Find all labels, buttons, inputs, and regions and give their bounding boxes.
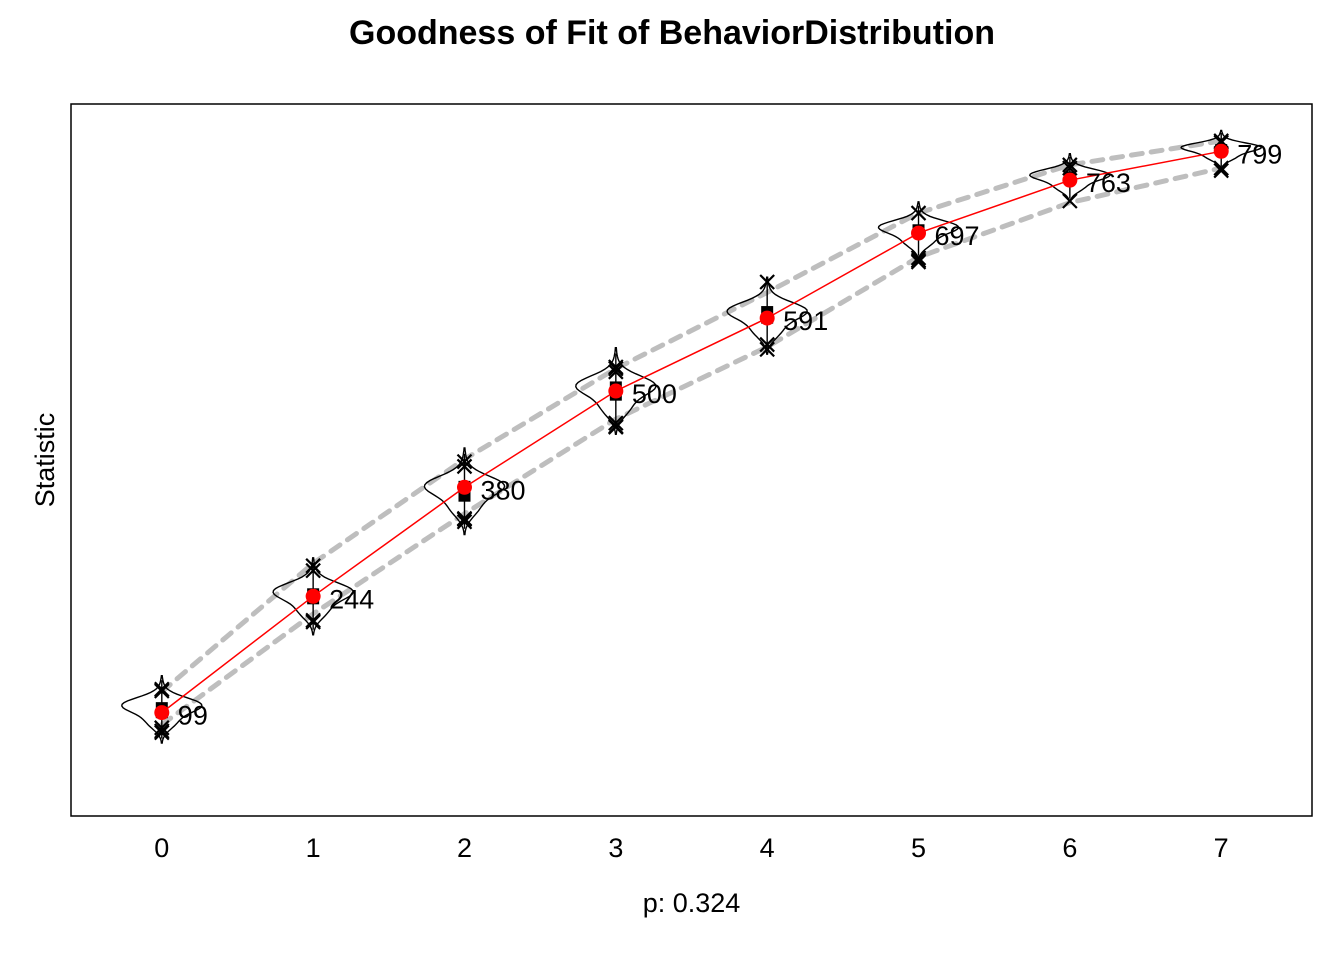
value-labels-layer: 99 244 380 500 591 697 763 799 (178, 139, 1282, 730)
observed-point (1062, 172, 1078, 188)
value-label: 99 (178, 701, 208, 731)
extreme-marker (608, 415, 624, 431)
x-tick-label: 6 (1062, 833, 1077, 863)
x-axis-label: p: 0.324 (643, 888, 741, 918)
x-axis: 0 1 2 3 4 5 6 7 (154, 833, 1228, 863)
extreme-marker (608, 359, 624, 375)
extreme-marker (910, 205, 927, 221)
extreme-marker (1213, 160, 1229, 176)
value-label: 380 (480, 475, 525, 505)
extreme-marker (759, 336, 775, 353)
observed-line (161, 150, 1222, 714)
extreme-marker (305, 558, 321, 574)
extreme-marker (759, 341, 775, 358)
value-label: 500 (632, 379, 677, 409)
extreme-marker (154, 681, 170, 698)
x-tick-label: 2 (457, 833, 472, 863)
observed-series-layer (154, 143, 1229, 721)
observed-point (911, 225, 927, 241)
extreme-marker (154, 723, 170, 739)
extreme-marker (1062, 160, 1078, 176)
simulation-band-layer (159, 138, 1224, 728)
x-tick-label: 1 (306, 833, 321, 863)
band-lower-line (159, 165, 1224, 728)
observed-point (759, 310, 775, 326)
observed-point (1213, 143, 1229, 159)
observed-point (154, 705, 170, 721)
band-upper-line (159, 138, 1224, 695)
value-label: 799 (1237, 139, 1282, 169)
extreme-markers-layer (154, 133, 1229, 741)
extreme-marker (608, 419, 624, 435)
extreme-marker (759, 274, 775, 290)
observed-point (456, 479, 472, 495)
extreme-marker (1062, 157, 1078, 173)
extreme-marker (910, 254, 927, 270)
extreme-marker (1062, 193, 1078, 209)
violin-shape (272, 557, 354, 636)
violin-shape (423, 447, 506, 536)
y-axis-label: Statistic (30, 413, 60, 508)
x-tick-label: 0 (154, 833, 169, 863)
x-tick-label: 4 (760, 833, 775, 863)
plot-frame (70, 103, 1313, 817)
value-label: 244 (329, 584, 374, 614)
extreme-marker (305, 612, 321, 629)
extreme-marker (456, 453, 473, 470)
extreme-marker (608, 360, 624, 377)
extreme-marker (154, 683, 170, 699)
chart-title: Goodness of Fit of BehaviorDistribution (349, 14, 995, 52)
value-label: 763 (1086, 168, 1131, 198)
violin-shape (121, 675, 203, 744)
violin-shape (877, 201, 960, 261)
extreme-marker (1213, 162, 1229, 179)
extreme-marker (154, 724, 170, 741)
extreme-marker (305, 614, 321, 630)
violin-layer (121, 129, 1263, 744)
extreme-marker (456, 511, 473, 528)
x-tick-label: 7 (1214, 833, 1229, 863)
violin-shape (1180, 129, 1263, 170)
extreme-marker (910, 250, 927, 266)
x-tick-label: 5 (911, 833, 926, 863)
extreme-marker (305, 562, 321, 579)
observed-point (305, 588, 321, 604)
extreme-marker (910, 252, 927, 269)
violin-shape (726, 276, 808, 355)
observed-point (608, 383, 624, 399)
value-label: 591 (783, 306, 828, 336)
violin-shape (575, 347, 657, 435)
extreme-marker (456, 458, 473, 475)
x-tick-label: 3 (608, 833, 623, 863)
value-label: 697 (935, 221, 980, 251)
extreme-marker (608, 364, 624, 380)
extreme-marker (456, 513, 473, 530)
extreme-marker (154, 720, 170, 736)
